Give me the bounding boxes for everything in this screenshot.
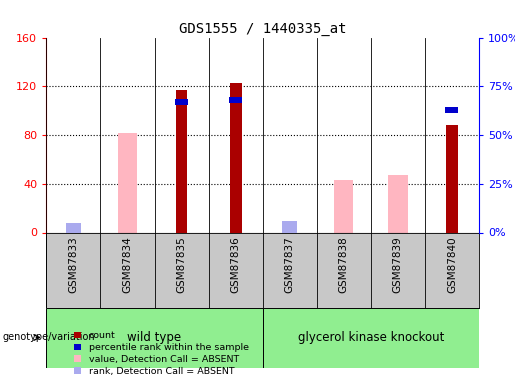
Bar [46, 308, 263, 368]
Bar [175, 99, 188, 105]
Text: GSM87837: GSM87837 [285, 236, 295, 293]
Text: GSM87835: GSM87835 [177, 236, 186, 293]
Text: GSM87839: GSM87839 [393, 236, 403, 293]
Bar [118, 133, 137, 232]
Bar [446, 125, 458, 232]
Text: genotype/variation: genotype/variation [3, 333, 95, 342]
Bar [334, 180, 353, 232]
Bar [282, 221, 297, 232]
Title: GDS1555 / 1440335_at: GDS1555 / 1440335_at [179, 22, 347, 36]
Text: GSM87838: GSM87838 [339, 236, 349, 293]
Bar [388, 175, 407, 232]
Text: GSM87833: GSM87833 [68, 236, 78, 293]
Text: wild type: wild type [127, 331, 182, 344]
Bar [263, 308, 479, 368]
Bar [176, 90, 187, 232]
Bar [445, 106, 458, 113]
Bar [229, 97, 242, 103]
Text: GSM87836: GSM87836 [231, 236, 241, 293]
Text: GSM87840: GSM87840 [447, 236, 457, 293]
Bar [230, 82, 242, 232]
Text: GSM87834: GSM87834 [123, 236, 132, 293]
Text: glycerol kinase knockout: glycerol kinase knockout [298, 331, 444, 344]
Bar [66, 223, 81, 232]
Legend: count, percentile rank within the sample, value, Detection Call = ABSENT, rank, : count, percentile rank within the sample… [72, 330, 251, 375]
